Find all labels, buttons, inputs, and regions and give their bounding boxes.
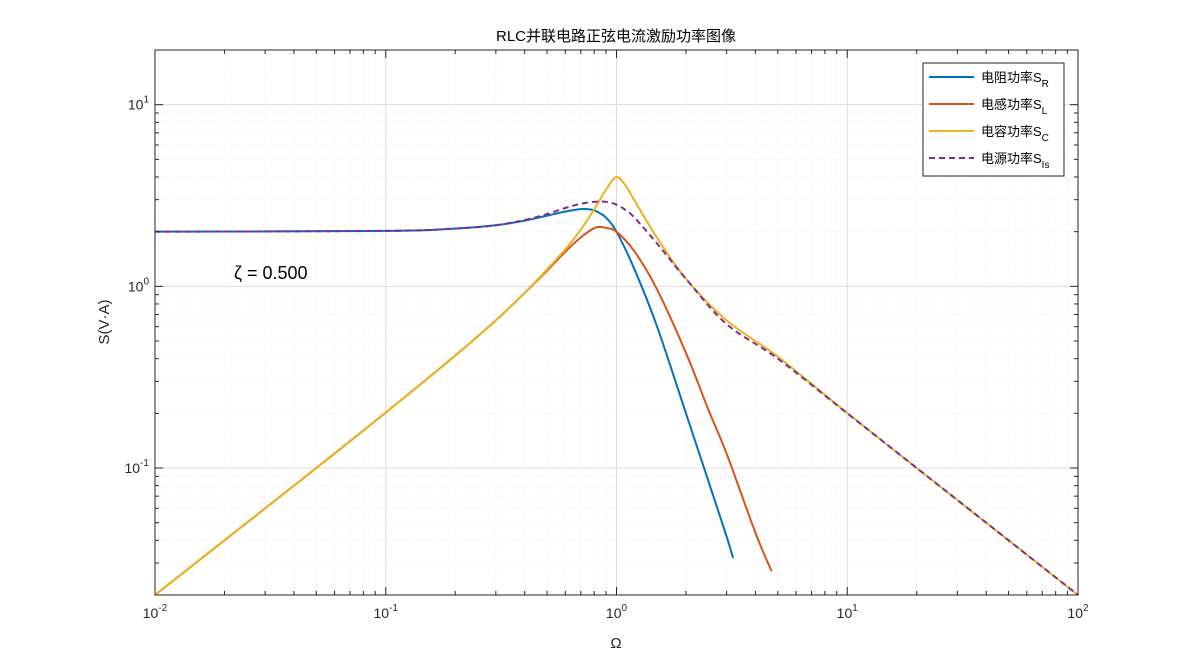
- legend-label-2: 电容功率SC: [981, 124, 1049, 144]
- ticks: [154, 49, 1078, 596]
- zeta-annotation: ζ = 0.500: [234, 263, 308, 283]
- y-axis-label: S(V·A): [96, 299, 113, 344]
- legend-label-3: 电源功率SIs: [981, 151, 1049, 171]
- x-axis-label: Ω: [610, 635, 621, 652]
- legend-label-0: 电阻功率SR: [981, 70, 1049, 90]
- chart-title: RLC并联电路正弦电流激励功率图像: [496, 28, 736, 45]
- legend: 电阻功率SR 电感功率SL 电容功率SC 电源功率SIs: [922, 62, 1065, 177]
- tick-labels: 10-2 10-1 100 101 102 10-1 100 101: [125, 95, 1089, 621]
- x-tick-label: 10-1: [374, 603, 399, 621]
- series-line-0: [155, 207, 735, 559]
- x-tick-label: 102: [1067, 603, 1089, 621]
- legend-label-1: 电感功率SL: [981, 97, 1048, 117]
- y-tick-label: 10-1: [125, 458, 150, 476]
- x-tick-label: 10-2: [143, 603, 168, 621]
- x-tick-label: 100: [606, 603, 628, 621]
- y-tick-label: 100: [128, 276, 150, 294]
- legend-box: [922, 62, 1065, 177]
- x-tick-label: 101: [837, 603, 859, 621]
- series-line-3: [155, 200, 1078, 595]
- plot-lines: [155, 175, 1078, 595]
- y-tick-label: 101: [128, 95, 150, 113]
